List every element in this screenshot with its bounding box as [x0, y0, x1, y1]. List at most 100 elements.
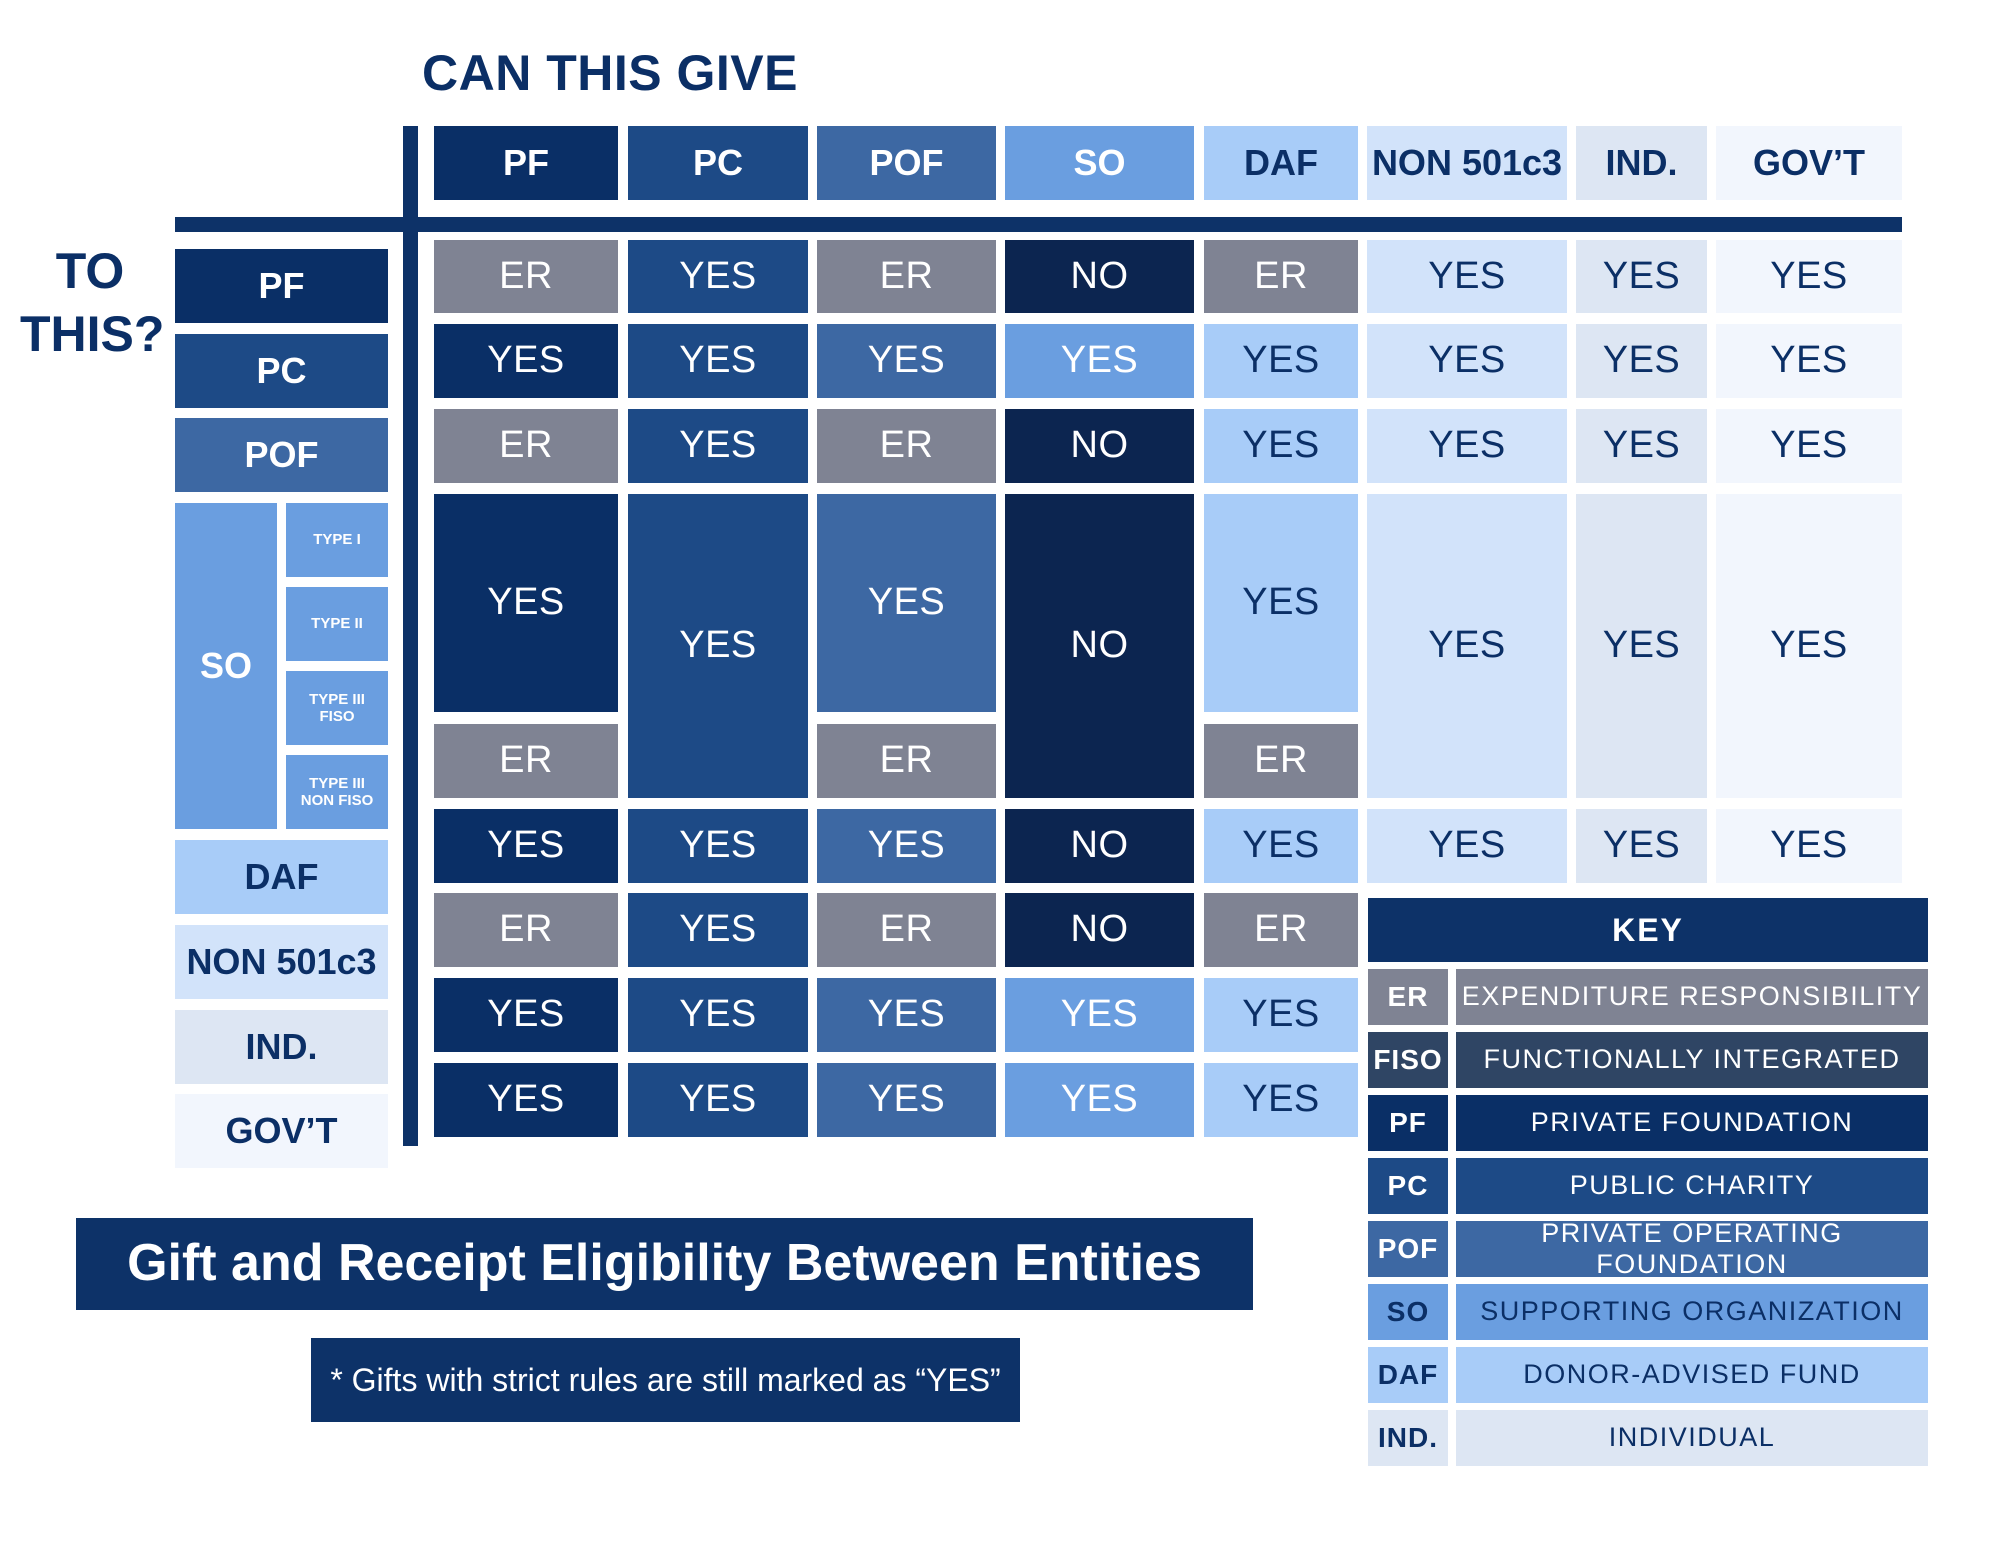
grid-cell: YES: [628, 1063, 808, 1137]
row-header: GOV’T: [175, 1094, 388, 1168]
grid-cell-value: YES: [487, 339, 565, 382]
grid-cell: YES: [1576, 324, 1707, 398]
key-description: EXPENDITURE RESPONSIBILITY: [1456, 969, 1928, 1025]
grid-cell: YES: [1576, 494, 1707, 798]
grid-cell-value: ER: [879, 908, 934, 951]
grid-cell-value: YES: [679, 254, 757, 297]
grid-cell-value: YES: [1770, 254, 1848, 297]
key-abbreviation-text: IND.: [1378, 1421, 1438, 1453]
grid-cell: YES: [434, 809, 618, 883]
key-abbreviation-text: PC: [1387, 1169, 1429, 1201]
column-header-label: IND.: [1605, 142, 1678, 184]
can-this-give-heading: CAN THIS GIVE: [422, 45, 798, 101]
grid-cell-value: ER: [1254, 254, 1308, 297]
grid-cell: YES: [1716, 324, 1902, 398]
grid-cell: YES: [1576, 240, 1707, 313]
grid-cell-value: YES: [867, 1078, 946, 1121]
grid-cell-value: YES: [679, 908, 757, 951]
grid-cell: ER: [1204, 724, 1358, 798]
main-title: Gift and Receipt Eligibility Between Ent…: [76, 1218, 1253, 1310]
grid-cell: ER: [434, 724, 618, 798]
grid-cell-value: ER: [1254, 739, 1308, 782]
row-header: PC: [175, 334, 388, 408]
grid-cell-value: YES: [1242, 993, 1320, 1036]
key-abbreviation: FISO: [1368, 1032, 1448, 1088]
so-subtype-label: TYPE I: [286, 503, 388, 577]
grid-cell: YES: [1576, 809, 1707, 883]
grid-cell: ER: [1204, 240, 1358, 313]
key-title: KEY: [1368, 898, 1928, 962]
grid-cell: YES: [1716, 240, 1902, 313]
grid-cell-value: YES: [679, 824, 757, 867]
key-abbreviation: POF: [1368, 1221, 1448, 1277]
grid-cell-value: YES: [867, 993, 946, 1036]
grid-cell: YES: [1367, 809, 1567, 883]
grid-cell-value: ER: [1254, 908, 1308, 951]
key-description: DONOR-ADVISED FUND: [1456, 1347, 1928, 1403]
column-header-label: PF: [502, 142, 549, 184]
key-description: PUBLIC CHARITY: [1456, 1158, 1928, 1214]
column-header-label: SO: [1073, 142, 1126, 184]
grid-cell: ER: [434, 240, 618, 313]
grid-cell: YES: [1204, 409, 1358, 483]
grid-cell: NO: [1005, 893, 1194, 967]
grid-cell-value: YES: [1602, 424, 1681, 467]
grid-cell-value: YES: [1770, 824, 1848, 867]
grid-cell-value: YES: [867, 581, 946, 624]
grid-cell: YES: [628, 809, 808, 883]
grid-cell: YES: [817, 324, 996, 398]
key-description-text: EXPENDITURE RESPONSIBILITY: [1461, 981, 1923, 1012]
key-abbreviation: SO: [1368, 1284, 1448, 1340]
grid-cell-value: YES: [1428, 339, 1506, 382]
grid-cell: YES: [1005, 324, 1194, 398]
row-header-label: NON 501c3: [186, 941, 377, 983]
key-abbreviation-text: PF: [1389, 1106, 1427, 1138]
grid-cell-value: NO: [1070, 908, 1129, 951]
grid-cell: YES: [1716, 409, 1902, 483]
grid-cell-value: NO: [1070, 254, 1129, 297]
grid-cell: YES: [628, 494, 808, 798]
grid-cell: YES: [1576, 409, 1707, 483]
grid-cell-value: YES: [679, 624, 757, 667]
key-abbreviation: PF: [1368, 1095, 1448, 1151]
grid-cell: YES: [1367, 240, 1567, 313]
key-abbreviation-text: SO: [1386, 1295, 1430, 1327]
key-abbreviation: ER: [1368, 969, 1448, 1025]
grid-cell: ER: [817, 240, 996, 313]
row-header: DAF: [175, 840, 388, 914]
grid-cell-value: YES: [1242, 424, 1320, 467]
key-description: INDIVIDUAL: [1456, 1410, 1928, 1466]
row-header-label: DAF: [244, 856, 319, 898]
key-abbreviation-text: POF: [1377, 1232, 1439, 1264]
so-subtype-label: TYPE III FISO: [286, 671, 388, 745]
grid-cell: YES: [1367, 494, 1567, 798]
grid-cell-value: YES: [1602, 624, 1681, 667]
key-description: PRIVATE OPERATING FOUNDATION: [1456, 1218, 1928, 1279]
grid-cell-value: ER: [499, 254, 553, 297]
grid-cell: YES: [1204, 324, 1358, 398]
grid-cell-value: YES: [1242, 581, 1320, 624]
grid-cell-value: YES: [679, 1078, 757, 1121]
column-header: PC: [628, 126, 808, 200]
grid-cell: ER: [1204, 893, 1358, 967]
grid-cell: YES: [817, 1063, 996, 1137]
key-description-text: FUNCTIONALLY INTEGRATED: [1483, 1044, 1901, 1075]
column-header: DAF: [1204, 126, 1358, 200]
so-subtype-label: TYPE III NON FISO: [286, 755, 388, 829]
grid-cell-value: YES: [1242, 339, 1320, 382]
so-subtype-label: TYPE II: [286, 587, 388, 661]
column-header: POF: [817, 126, 996, 200]
grid-cell: YES: [817, 494, 996, 712]
grid-cell-value: YES: [679, 424, 757, 467]
grid-cell-value: YES: [487, 1078, 565, 1121]
key-description-text: SUPPORTING ORGANIZATION: [1480, 1296, 1904, 1327]
grid-cell-value: YES: [1602, 254, 1681, 297]
key-abbreviation: PC: [1368, 1158, 1448, 1214]
column-header-label: DAF: [1244, 142, 1318, 184]
grid-cell-value: YES: [487, 993, 565, 1036]
key-description-text: PRIVATE FOUNDATION: [1530, 1107, 1854, 1138]
key-abbreviation: DAF: [1368, 1347, 1448, 1403]
key-abbreviation-text: FISO: [1373, 1043, 1443, 1075]
grid-cell: YES: [1204, 494, 1358, 712]
grid-cell: YES: [1204, 809, 1358, 883]
